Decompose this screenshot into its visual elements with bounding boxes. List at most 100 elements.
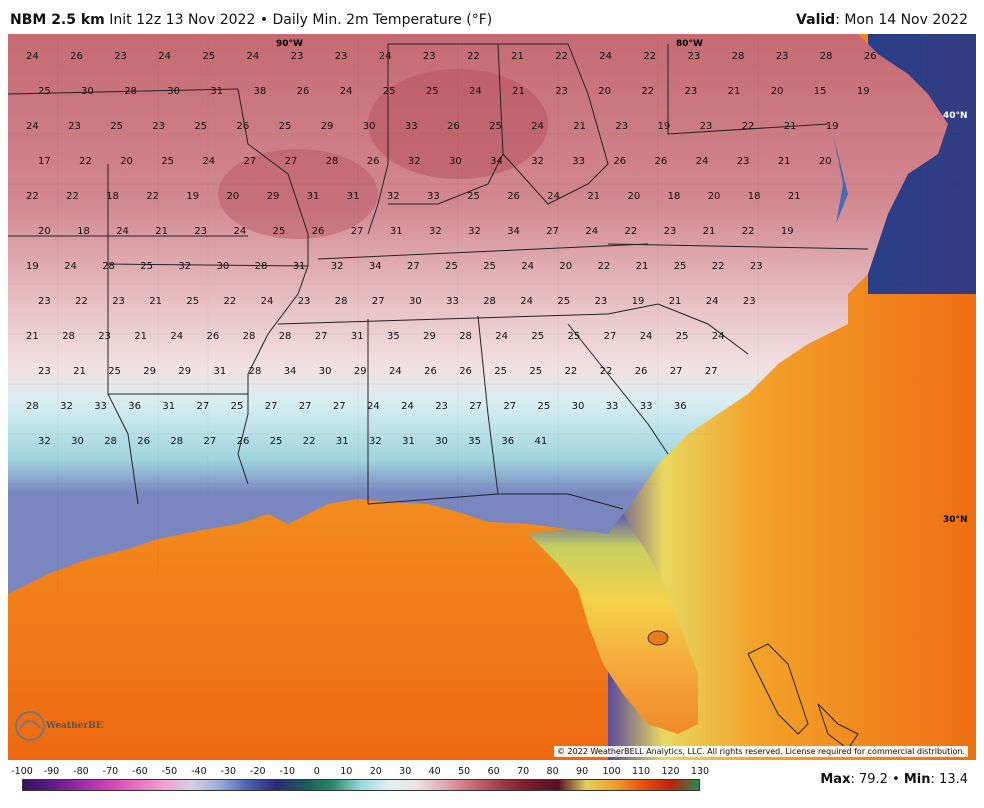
- legend-tick: 0: [313, 766, 320, 777]
- station-value: 26: [367, 156, 380, 167]
- legend-tick: 10: [340, 766, 353, 777]
- temperature-map: 90°W 80°W 40°N 30°N 24 26 23 24 25 24 23 23 24 23…: [8, 34, 976, 760]
- max-label: Max: [820, 772, 851, 787]
- station-value: 38: [254, 86, 267, 97]
- station-value: 19: [658, 121, 671, 132]
- station-value: 22: [641, 86, 654, 97]
- station-value: 26: [655, 156, 668, 167]
- valid-value: : Mon 14 Nov 2022: [835, 12, 968, 28]
- station-value: 23: [194, 226, 207, 237]
- station-value: 27: [244, 156, 257, 167]
- border-iowa-missouri: [8, 88, 239, 95]
- station-value: 20: [227, 191, 240, 202]
- station-value: 28: [335, 296, 348, 307]
- station-value: 27: [265, 401, 278, 412]
- station-value: 27: [503, 401, 516, 412]
- station-value: 25: [531, 331, 544, 342]
- station-value: 30: [167, 86, 180, 97]
- station-value: 24: [401, 401, 414, 412]
- station-value: 26: [613, 156, 626, 167]
- station-value: 28: [249, 366, 262, 377]
- station-value: 25: [445, 261, 458, 272]
- station-value: 31: [307, 191, 320, 202]
- station-value: 30: [572, 401, 585, 412]
- legend-tick: 30: [399, 766, 412, 777]
- station-value: 21: [73, 366, 86, 377]
- station-value: 23: [38, 366, 51, 377]
- station-value: 31: [347, 191, 360, 202]
- station-value: 30: [81, 86, 94, 97]
- station-value: 19: [781, 226, 794, 237]
- station-value: 30: [435, 436, 448, 447]
- station-value: 25: [483, 261, 496, 272]
- station-value: 23: [688, 51, 701, 62]
- station-value: 26: [137, 436, 150, 447]
- station-value: 23: [291, 51, 304, 62]
- station-value: 25: [279, 121, 292, 132]
- station-value: 33: [606, 401, 619, 412]
- station-value: 31: [402, 436, 415, 447]
- station-value: 27: [546, 226, 559, 237]
- station-value: 23: [700, 121, 713, 132]
- station-value: 25: [161, 156, 174, 167]
- station-value: 26: [207, 331, 220, 342]
- map-canvas: 90°W 80°W 40°N 30°N 24 26 23 24 25 24 23 23 24 23…: [8, 34, 976, 760]
- station-value: 32: [468, 226, 481, 237]
- station-value: 19: [826, 121, 839, 132]
- station-value: 32: [408, 156, 421, 167]
- station-value: 21: [511, 51, 524, 62]
- legend-tick: 120: [661, 766, 680, 777]
- station-value: 22: [146, 191, 159, 202]
- legend-ticks: -100 -90 -80 -70 -60 -50 -40 -30 -20 -10 0 10 20 30 40…: [0, 766, 720, 778]
- station-value: 33: [572, 156, 585, 167]
- station-value: 26: [459, 366, 472, 377]
- border-pennsylvania: [667, 44, 829, 135]
- station-value: 22: [66, 191, 79, 202]
- station-value: 32: [387, 191, 400, 202]
- station-value: 23: [750, 261, 763, 272]
- station-value: 22: [26, 191, 39, 202]
- station-value: 32: [178, 261, 191, 272]
- border-georgia-sc: [567, 323, 669, 455]
- min-label: Min: [903, 772, 931, 787]
- station-value: 27: [372, 296, 385, 307]
- legend-tick: 130: [690, 766, 710, 777]
- station-value: 24: [26, 51, 39, 62]
- station-value: 22: [712, 261, 725, 272]
- station-value: 41: [535, 436, 548, 447]
- station-value: 32: [60, 401, 73, 412]
- station-value: 23: [298, 296, 311, 307]
- border-indiana: [388, 43, 504, 205]
- station-value: 22: [555, 51, 568, 62]
- station-value: 20: [708, 191, 721, 202]
- station-value: 25: [676, 331, 689, 342]
- station-value: 19: [857, 86, 870, 97]
- state-boundaries: [8, 43, 869, 510]
- station-value: 30: [449, 156, 462, 167]
- border-nc-sc: [607, 303, 749, 355]
- station-value: 24: [712, 331, 725, 342]
- legend-tick: -50: [161, 766, 178, 777]
- legend-tick: 100: [602, 766, 621, 777]
- station-value: 26: [237, 436, 250, 447]
- station-value: 34: [490, 156, 503, 167]
- station-value: 27: [204, 436, 217, 447]
- station-value: 24: [64, 261, 77, 272]
- station-value: 29: [143, 366, 156, 377]
- station-value: 20: [559, 261, 572, 272]
- station-value: 22: [600, 366, 613, 377]
- station-value: 21: [512, 86, 525, 97]
- station-value: 22: [598, 261, 611, 272]
- station-value: 30: [319, 366, 332, 377]
- station-value: 33: [427, 191, 440, 202]
- station-value: 24: [170, 331, 183, 342]
- station-value: 28: [62, 331, 75, 342]
- station-value: 32: [531, 156, 544, 167]
- station-value: 24: [469, 86, 482, 97]
- station-value: 27: [407, 261, 420, 272]
- station-value: 25: [538, 401, 551, 412]
- station-value: 25: [186, 296, 199, 307]
- station-value: 36: [128, 401, 141, 412]
- legend-tick: -40: [191, 766, 207, 777]
- station-value: 27: [333, 401, 346, 412]
